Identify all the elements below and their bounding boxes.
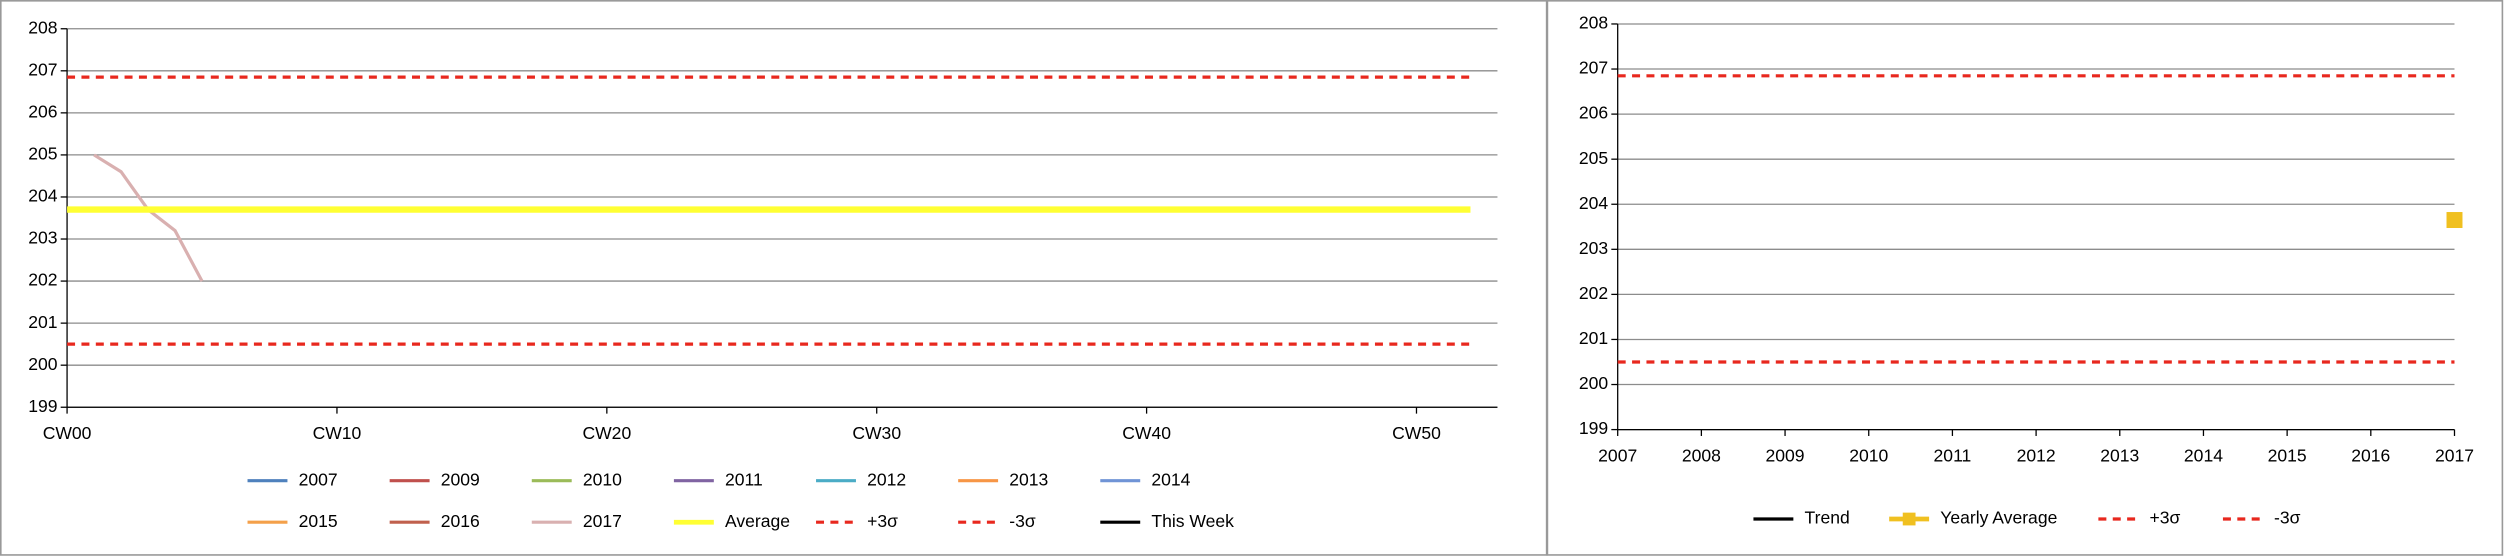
x-tick-label: 2013 (2100, 445, 2139, 465)
x-tick-label: CW40 (1122, 423, 1171, 443)
marker (2446, 212, 2463, 229)
y-tick-label: 202 (28, 270, 57, 290)
y-tick-label: 206 (1579, 103, 1608, 123)
y-tick-label: 207 (28, 59, 57, 79)
x-tick-label: 2015 (2268, 445, 2307, 465)
legend-label: 2012 (867, 469, 906, 489)
y-tick-label: 203 (1579, 238, 1608, 258)
legend-label: -3σ (2274, 508, 2301, 528)
x-tick-label: CW30 (852, 423, 901, 443)
y-tick-label: 201 (28, 312, 57, 332)
y-tick-label: 205 (1579, 148, 1609, 168)
x-tick-label: 2012 (2017, 445, 2056, 465)
y-tick-label: 200 (1579, 373, 1609, 393)
x-tick-label: 2014 (2184, 445, 2223, 465)
x-tick-label: 2007 (1598, 445, 1637, 465)
legend-label: Average (725, 511, 790, 531)
y-tick-label: 199 (28, 396, 57, 416)
legend-marker (1902, 512, 1916, 526)
x-tick-label: 2008 (1682, 445, 1721, 465)
legend-label: 2017 (583, 511, 622, 531)
legend-label: Yearly Average (1940, 508, 2057, 528)
legend-label: +3σ (2149, 508, 2180, 528)
series-line (93, 153, 204, 282)
x-tick-label: 2009 (1766, 445, 1805, 465)
legend-label: 2016 (441, 511, 480, 531)
x-tick-label: 2016 (2351, 445, 2390, 465)
right-panel (1546, 0, 2504, 556)
left-panel (0, 0, 1548, 556)
y-tick-label: 206 (28, 102, 57, 122)
legend-label: 2009 (441, 469, 480, 489)
y-tick-label: 200 (28, 354, 58, 374)
x-tick-label: 2010 (1849, 445, 1888, 465)
x-tick-label: CW50 (1392, 423, 1441, 443)
legend-label: This Week (1151, 511, 1234, 531)
legend-label: 2010 (583, 469, 622, 489)
x-tick-label: 2017 (2435, 445, 2474, 465)
y-tick-label: 208 (1579, 13, 1608, 33)
y-tick-label: 203 (28, 228, 57, 248)
y-tick-label: 208 (28, 17, 57, 37)
y-tick-label: 207 (1579, 58, 1608, 78)
y-tick-label: 204 (28, 186, 58, 206)
legend-label: -3σ (1009, 511, 1036, 531)
legend-label: 2007 (299, 469, 338, 489)
y-tick-label: 201 (1579, 328, 1608, 348)
x-tick-label: CW10 (313, 423, 362, 443)
x-tick-label: 2011 (1934, 445, 1972, 465)
legend-label: 2014 (1151, 469, 1190, 489)
x-tick-label: CW20 (582, 423, 631, 443)
x-tick-label: CW00 (43, 423, 92, 443)
y-tick-label: 205 (28, 144, 58, 164)
y-tick-label: 199 (1579, 418, 1608, 438)
legend-label: +3σ (867, 511, 898, 531)
legend-label: Trend (1805, 508, 1850, 528)
legend-label: 2011 (725, 469, 763, 489)
y-tick-label: 204 (1579, 193, 1609, 213)
legend-label: 2015 (299, 511, 338, 531)
y-tick-label: 202 (1579, 283, 1608, 303)
legend-label: 2013 (1009, 469, 1048, 489)
